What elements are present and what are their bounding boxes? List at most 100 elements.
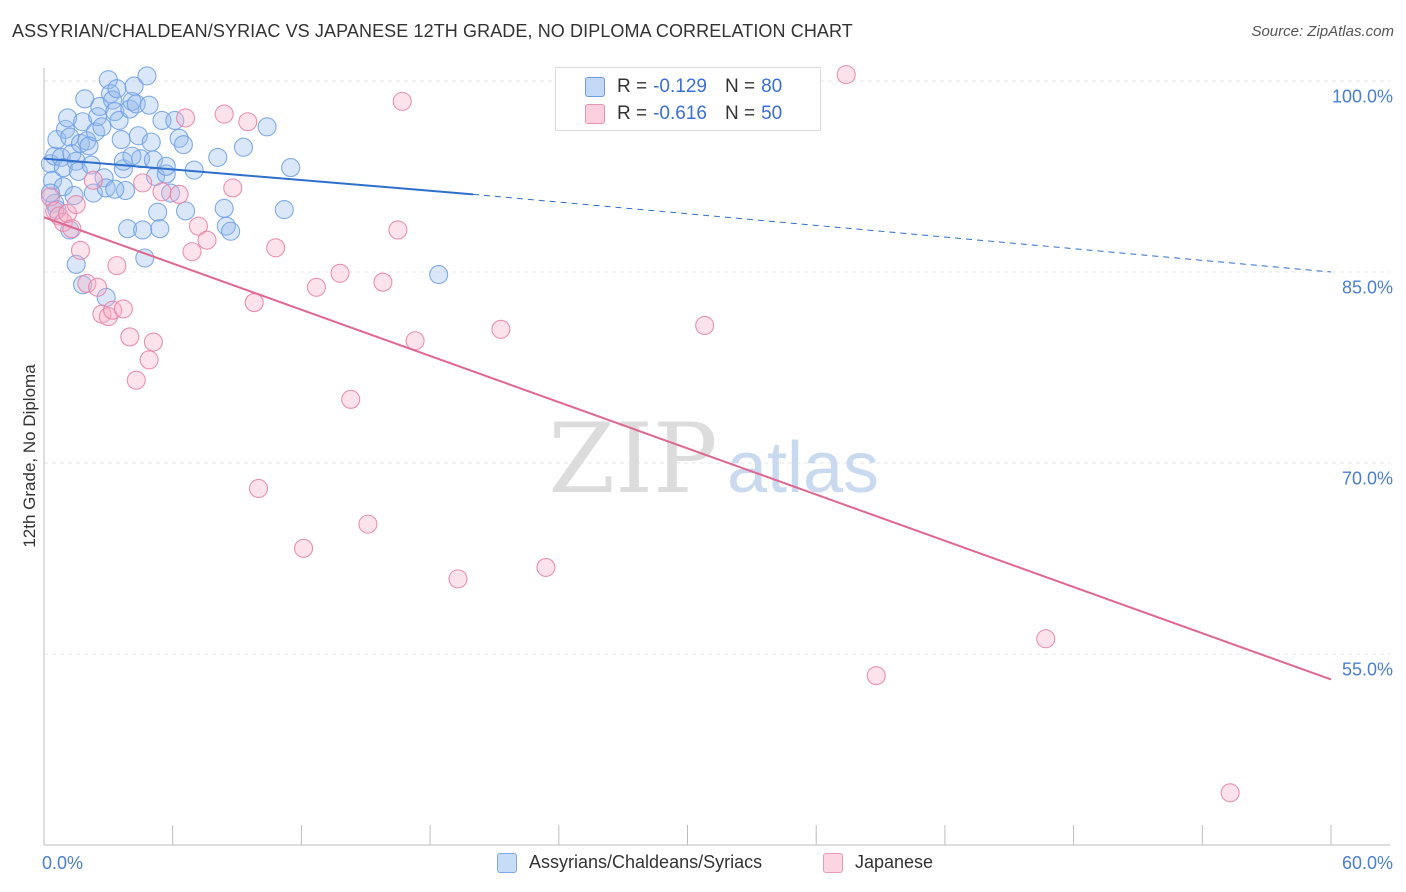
stats-legend-row: R = -0.129 N = 80 [556,74,782,100]
legend-item-japanese: Japanese [823,852,933,873]
japanese-point [293,538,314,558]
assyrian-point [141,132,161,152]
r-value: -0.129 [653,76,707,97]
assyrian-point [139,95,159,115]
legend-swatch [497,852,517,873]
japanese-point [695,315,715,336]
japanese-point [197,230,217,250]
n-label: N = [724,76,756,97]
r-value: -0.616 [653,103,707,124]
japanese-point [66,194,86,215]
n-label: N = [724,103,756,124]
stats-legend: R = -0.129 N = 80 R = -0.616 N = 50 [555,67,821,131]
r-label: R = [617,103,648,124]
japanese-point [126,370,146,390]
legend-label: Assyrians/Chaldeans/Syriacs [529,852,763,872]
assyrian-point [92,117,112,137]
assyrian-point [173,135,193,155]
assyrian-point [85,122,106,142]
assyrian-point [120,99,140,119]
japanese-point [341,389,361,409]
japanese-point [120,327,140,347]
n-value: 80 [761,76,783,97]
assyrian-point [103,90,123,110]
japanese-point [1220,783,1240,803]
japanese-point [83,170,103,190]
x-tick-label: 60.0% [1341,853,1393,873]
assyrian-point [233,137,254,157]
watermark-zip: ZIP [548,403,717,515]
japanese-point [77,273,97,294]
japanese-point [536,557,556,577]
japanese-point [214,104,234,124]
assyrian-point [156,156,176,176]
assyrian-point [122,146,142,166]
assyrian-point [257,117,277,137]
chart-title: ASSYRIAN/CHALDEAN/SYRIAC VS JAPANESE 12T… [12,21,853,41]
japanese-point [1036,629,1056,649]
assyrian-point [208,147,228,167]
assyrian-point [81,155,101,175]
legend-item-assyrians: Assyrians/Chaldeans/Syriacs [497,852,762,873]
japanese-point [248,478,269,499]
watermark-atlas: atlas [727,428,879,508]
assyrian-point [58,108,78,128]
japanese-point [176,108,196,128]
japanese-point [405,331,425,351]
y-tick-label: 55.0% [1341,659,1393,680]
japanese-point [388,220,408,240]
assyrian-point [221,221,241,241]
assyrian-point [150,219,170,239]
japanese-point [223,178,243,198]
assyrian-point [429,264,449,285]
assyrian-trend-extension [472,193,1332,273]
y-tick-label: 70.0% [1341,468,1393,489]
japanese-trend-line [43,216,1332,681]
legend-label: Japanese [855,852,934,872]
japanese-point [392,91,412,111]
assyrian-point [214,198,234,218]
assyrian-point [281,158,301,178]
japanese-point [169,184,189,204]
japanese-point [143,332,163,352]
japanese-point [491,319,511,339]
japanese-point [330,263,350,283]
legend-swatch [823,852,843,873]
assyrian-point [137,66,157,86]
japanese-point [133,173,153,193]
assyrian-point [105,102,125,122]
assyrian-point [274,200,294,220]
r-label: R = [617,76,648,97]
assyrian-point [73,112,93,132]
assyrian-point [148,202,168,222]
japanese-point [266,238,286,258]
x-tick-label: 0.0% [42,853,84,873]
japanese-point [358,514,378,534]
japanese-point [448,569,468,589]
japanese-point [373,272,393,292]
japanese-point [244,293,264,313]
japanese-point [139,350,159,370]
series-swatch [585,77,605,97]
assyrian-trend-line [43,157,474,196]
assyrian-point [135,248,155,268]
assyrian-point [133,220,153,240]
japanese-point [238,112,258,132]
assyrian-point [107,79,127,99]
japanese-point [62,219,82,239]
japanese-point [306,277,326,297]
japanese-point [188,216,208,236]
japanese-point [113,299,133,319]
y-tick-label: 85.0% [1341,277,1393,298]
japanese-point [152,182,172,202]
assyrian-point [176,201,196,221]
stats-legend-row: R = -0.616 N = 50 [556,101,782,127]
series-swatch [585,104,605,124]
source-label: Source: ZipAtlas.com [1251,23,1394,40]
japanese-point [88,277,108,297]
japanese-point [182,242,202,262]
japanese-point [107,256,127,276]
assyrian-point [118,219,138,239]
japanese-point [836,65,856,85]
